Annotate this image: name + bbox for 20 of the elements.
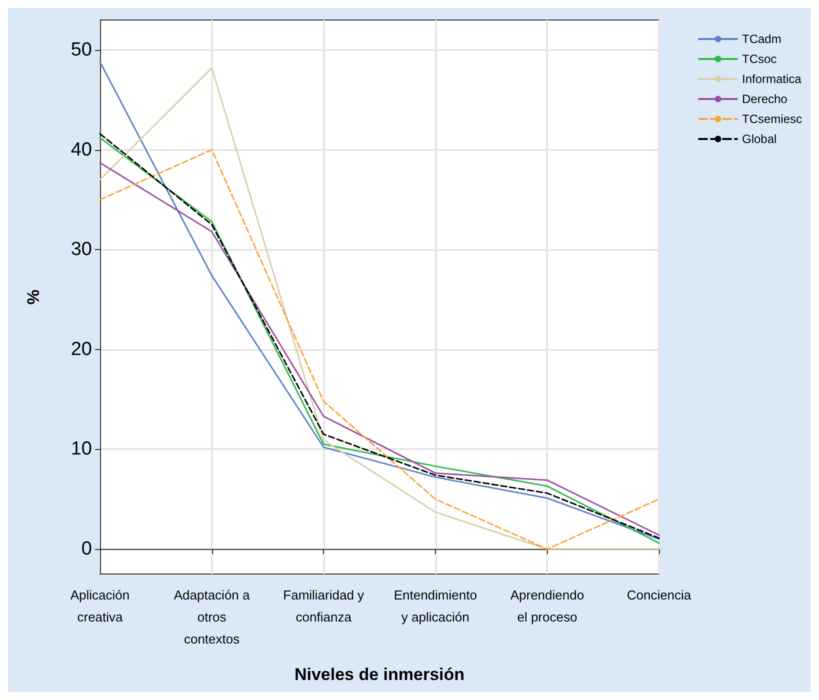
x-tick-label: Adaptación a otros contextos [174,588,251,646]
y-tick-label: 20 [70,338,92,360]
x-tick-label: Conciencia [626,588,692,602]
legend-label: Derecho [742,92,788,106]
y-tick-label: 40 [70,139,92,160]
legend-label: TCadm [742,32,782,46]
legend-label: TCsemiesc [742,112,802,126]
legend-label: Global [742,132,777,146]
y-tick-label: 30 [70,239,92,260]
y-tick-label: 0 [81,538,92,560]
x-tick-label: Aprendiendo el proceso [510,588,584,624]
y-tick-label: 10 [70,438,92,460]
x-tick-label: Aplicación creativa [70,588,130,624]
x-tick-label: Entendimiento y aplicación [394,588,477,624]
x-axis-title: Niveles de inmersión [294,665,465,684]
legend-label: Informatica [742,72,802,86]
legend-label: TCsoc [742,52,777,66]
y-tick-label: 50 [70,39,92,60]
y-axis-title: % [24,289,43,305]
x-tick-label: Familiaridad y confianza [283,588,365,624]
